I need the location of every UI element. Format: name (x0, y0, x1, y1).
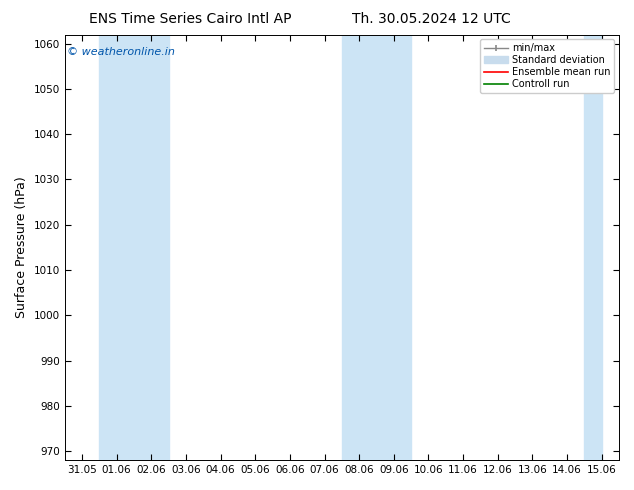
Title: ENS Time Series Cairo Intl AP     Th. 30.05.2024 12 UTC: ENS Time Series Cairo Intl AP Th. 30.05.… (0, 489, 1, 490)
Text: ENS Time Series Cairo Intl AP: ENS Time Series Cairo Intl AP (89, 12, 292, 26)
Bar (585, 35, 602, 460)
Y-axis label: Surface Pressure (hPa): Surface Pressure (hPa) (15, 176, 28, 318)
Bar (100, 35, 169, 460)
Text: Th. 30.05.2024 12 UTC: Th. 30.05.2024 12 UTC (352, 12, 510, 26)
Text: © weatheronline.in: © weatheronline.in (67, 48, 176, 57)
Bar (342, 35, 411, 460)
Legend: min/max, Standard deviation, Ensemble mean run, Controll run: min/max, Standard deviation, Ensemble me… (480, 40, 614, 93)
